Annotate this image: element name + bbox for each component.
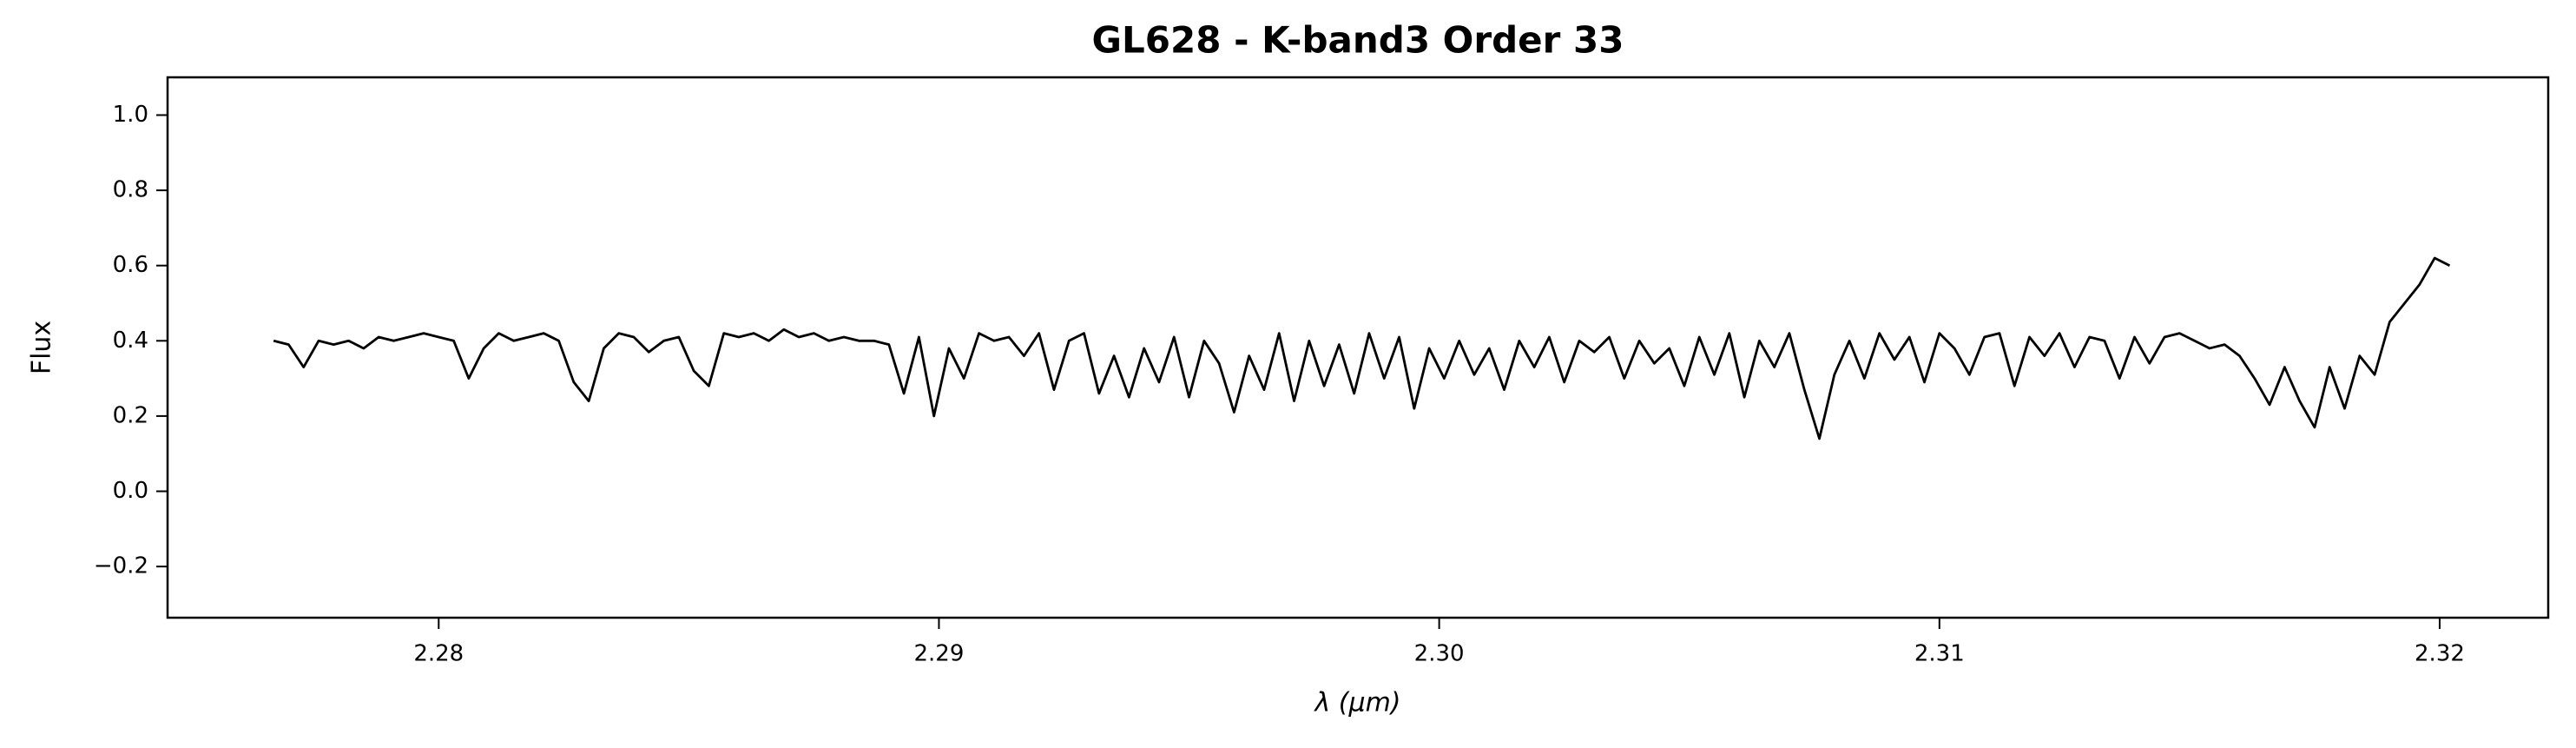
x-tick-label: 2.28 — [413, 641, 464, 667]
x-axis-label: λ (μm) — [1313, 688, 1400, 718]
spectrum-line — [273, 256, 2451, 440]
y-tick-label: 1.0 — [113, 102, 148, 128]
y-tick-label: −0.2 — [94, 553, 148, 579]
x-tick-label: 2.30 — [1414, 641, 1465, 667]
plot-frame — [166, 76, 2550, 619]
x-tick-label: 2.29 — [914, 641, 965, 667]
x-tick-label: 2.32 — [2415, 641, 2465, 667]
y-tick-label: 0.2 — [113, 402, 148, 428]
y-tick-label: 0.4 — [113, 328, 148, 354]
x-tick-label: 2.31 — [1914, 641, 1965, 667]
y-axis-label: Flux — [27, 321, 57, 374]
y-tick-label: 0.0 — [113, 478, 148, 504]
y-tick-label: 0.8 — [113, 177, 148, 203]
chart-title: GL628 - K-band3 Order 33 — [1092, 19, 1624, 62]
y-tick-label: 0.6 — [113, 252, 148, 278]
